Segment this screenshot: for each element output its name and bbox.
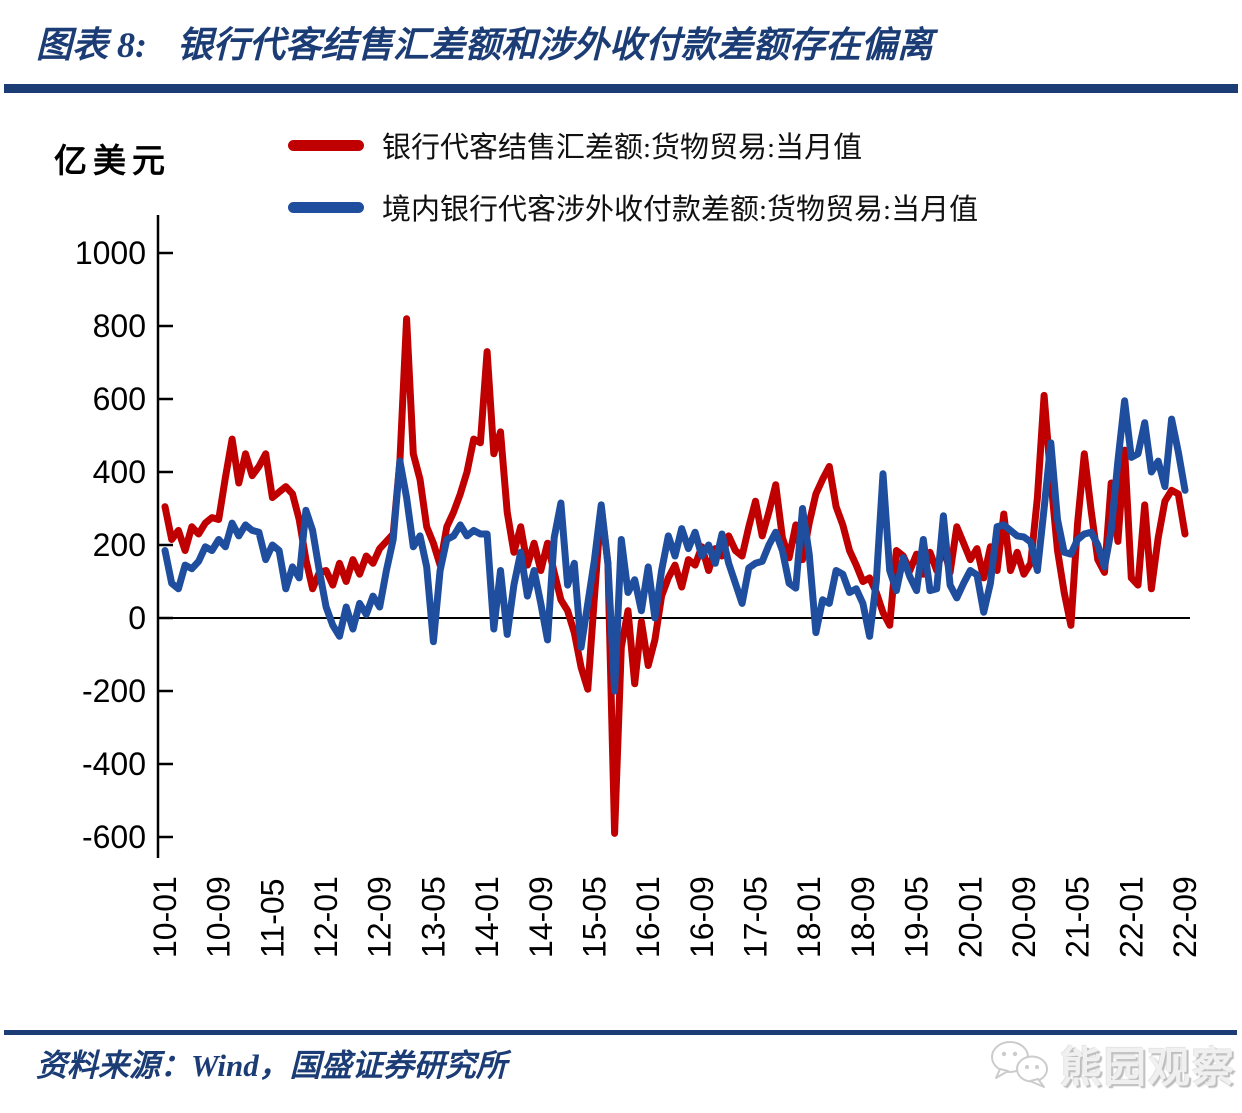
y-axis-unit-label: 亿美元 — [54, 144, 171, 180]
x-tick-label: 16-09 — [684, 876, 720, 958]
y-tick-label: -400 — [82, 746, 146, 782]
x-tick-label: 14-09 — [523, 876, 559, 958]
x-tick-label: 13-05 — [415, 876, 451, 958]
x-tick-label: 10-09 — [201, 876, 237, 958]
x-tick-label: 17-05 — [738, 876, 774, 958]
y-tick-label: 1000 — [75, 235, 146, 271]
x-tick-label: 11-05 — [254, 879, 290, 958]
y-tick-label: 0 — [128, 600, 146, 636]
y-tick-label: 600 — [93, 381, 146, 417]
watermark-text: 熊园观察 — [1059, 1044, 1236, 1091]
legend-swatch-0 — [288, 139, 364, 151]
x-tick-label: 12-01 — [308, 876, 344, 958]
y-tick-label: -600 — [82, 819, 146, 855]
title-divider-bar — [4, 84, 1238, 93]
legend-label-settlement: 银行代客结售汇差额:货物贸易:当月值 — [382, 132, 863, 164]
x-tick-label: 20-01 — [952, 876, 988, 958]
legend-item-receipts: 境内银行代客涉外收付款差额:货物贸易:当月值 — [288, 184, 978, 230]
page-title: 图表 8: 银行代客结售汇差额和涉外收付款差额存在偏离 — [36, 16, 1206, 68]
footer-divider-bar — [4, 1030, 1237, 1035]
x-tick-label: 14-01 — [469, 876, 505, 958]
series-line-1 — [161, 397, 1189, 695]
y-tick-label: -200 — [82, 673, 146, 709]
legend-label-receipts: 境内银行代客涉外收付款差额:货物贸易:当月值 — [382, 194, 979, 226]
wechat-icon — [990, 1040, 1048, 1088]
x-tick-label: 22-01 — [1113, 876, 1149, 958]
x-tick-label: 19-05 — [899, 876, 935, 958]
x-tick-label: 12-09 — [362, 876, 398, 958]
x-tick-label: 22-09 — [1167, 876, 1203, 958]
x-tick-label: 18-09 — [845, 876, 881, 958]
legend-item-settlement: 银行代客结售汇差额:货物贸易:当月值 — [288, 122, 978, 168]
x-tick-label: 21-05 — [1060, 876, 1096, 958]
y-tick-label: 200 — [93, 527, 146, 563]
chart-number-label: 图表 8: — [36, 25, 147, 65]
watermark: 熊园观察 — [988, 1034, 1236, 1095]
chart-legend: 银行代客结售汇差额:货物贸易:当月值 境内银行代客涉外收付款差额:货物贸易:当月… — [288, 122, 978, 246]
source-text: 资料来源：Wind，国盛证券研究所 — [36, 1048, 507, 1083]
x-tick-label: 15-05 — [576, 876, 612, 958]
x-tick-label: 20-09 — [1006, 876, 1042, 958]
legend-swatch-1 — [288, 201, 364, 213]
x-tick-label: 10-01 — [147, 876, 183, 958]
series-line-0 — [161, 315, 1189, 837]
y-tick-label: 800 — [93, 308, 146, 344]
x-tick-label: 18-01 — [791, 876, 827, 958]
x-tick-label: 16-01 — [630, 876, 666, 958]
y-tick-label: 400 — [93, 454, 146, 490]
chart-title-text: 银行代客结售汇差额和涉外收付款差额存在偏离 — [177, 25, 934, 65]
